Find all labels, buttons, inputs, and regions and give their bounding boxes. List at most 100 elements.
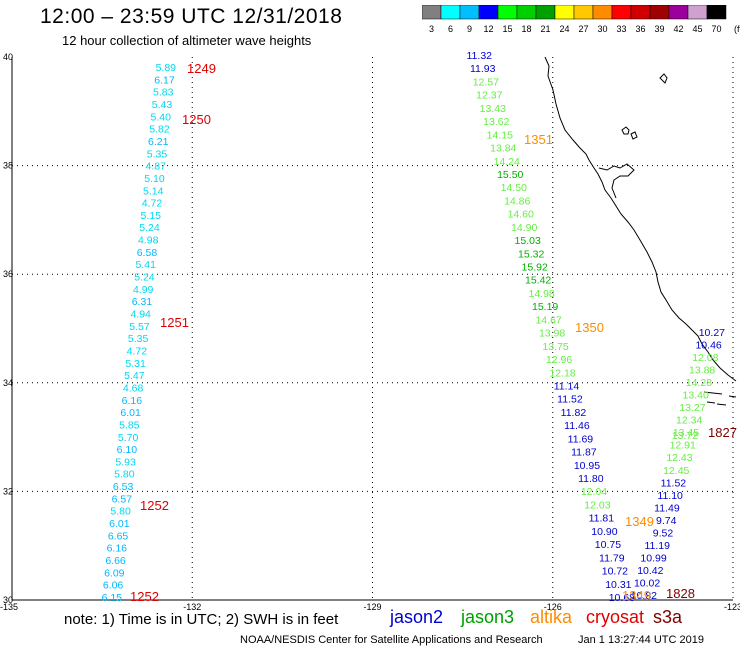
- longitude-tick-label: -123: [724, 602, 740, 610]
- wave-height-value: 14.67: [535, 314, 561, 326]
- map-axis-lines: [11, 57, 733, 601]
- wave-height-value: 5.14: [143, 185, 164, 197]
- wave-height-value: 5.85: [119, 419, 140, 431]
- wave-height-value: 13.84: [490, 143, 516, 155]
- wave-height-value: 13.75: [542, 341, 568, 353]
- wave-height-value: 12.96: [546, 354, 572, 366]
- wave-height-value: 5.43: [152, 99, 173, 111]
- wave-height-value: 12.08: [692, 352, 718, 364]
- credit-line: NOAA/NESDIS Center for Satellite Applica…: [240, 634, 543, 646]
- wave-height-value: 5.83: [153, 87, 174, 99]
- wave-height-value: 4.94: [130, 309, 151, 321]
- wave-height-value: 12.34: [676, 415, 702, 427]
- colorbar-label: 30: [597, 24, 607, 34]
- wave-height-value: 6.15: [102, 592, 123, 604]
- wave-height-value: 12.18: [549, 367, 575, 379]
- wave-height-value: 15.50: [497, 169, 523, 181]
- wave-height-value: 4.72: [142, 198, 163, 210]
- wave-height-value: 5.47: [124, 370, 145, 382]
- wave-height-value: 5.57: [129, 321, 150, 333]
- pass-time-labels: 1249 1250 1251 1252 1252 1351 1350 1349 1349 1827…: [130, 61, 737, 604]
- wave-height-value: 15.32: [518, 248, 544, 260]
- wave-height-value: 4.68: [123, 382, 144, 394]
- wave-height-value: 5.35: [128, 333, 149, 345]
- wave-height-value: 6.16: [107, 543, 128, 555]
- wave-height-value: 4.99: [133, 284, 154, 296]
- wave-height-value: 6.65: [108, 530, 129, 542]
- pass-time-label: 1827: [708, 425, 737, 440]
- longitude-tick-label: -126: [544, 602, 562, 610]
- coastline: [544, 56, 737, 406]
- wave-height-value: 6.01: [120, 407, 141, 419]
- lat-lon-gridlines: [12, 57, 734, 600]
- wave-height-value: 11.52: [557, 394, 583, 406]
- wave-height-value: 10.82: [631, 590, 657, 602]
- colorbar-label: 39: [654, 24, 664, 34]
- wave-height-value: 11.46: [564, 420, 590, 432]
- pass-time-label: 1350: [575, 320, 604, 335]
- colorbar-label: 45: [692, 24, 702, 34]
- wave-height-value: 4.98: [138, 235, 159, 247]
- latitude-tick-label: 30: [3, 595, 13, 605]
- wave-height-value: 11.19: [644, 540, 670, 552]
- channel-island: [706, 401, 716, 404]
- colorbar-label: 18: [521, 24, 531, 34]
- map-frame: [11, 57, 733, 601]
- wave-height-value: 12.91: [670, 440, 696, 452]
- colorbar-swatch: [706, 5, 727, 20]
- pass-time-label: 1249: [187, 61, 216, 76]
- wave-height-value: 5.31: [125, 358, 146, 370]
- wave-height-value: 12.37: [476, 90, 502, 102]
- wave-height-value: 10.68: [609, 592, 635, 604]
- wave-height-value: 5.80: [110, 506, 131, 518]
- pass-time-label: 1349: [622, 588, 651, 603]
- page-subtitle: 12 hour collection of altimeter wave hei…: [62, 33, 312, 48]
- wave-height-value: 14.50: [501, 182, 527, 194]
- wave-height-value: 11.52: [661, 477, 687, 489]
- wave-height-value: 10.27: [699, 327, 725, 339]
- legend-item-jason3: jason3: [461, 607, 515, 627]
- wave-height-value: 10.75: [595, 539, 621, 551]
- pass-time-label: 1349: [625, 514, 654, 529]
- legend-item-cryosat: cryosat: [586, 607, 645, 627]
- wave-height-value: 10.02: [634, 577, 660, 589]
- wave-height-map: -135-132-129-126-123-12403836343230 5.89…: [0, 50, 740, 610]
- pass-time-label: 1250: [182, 112, 211, 127]
- colorbar-label: 33: [616, 24, 626, 34]
- wave-height-value: 5.89: [156, 62, 177, 74]
- wave-height-value: 11.79: [599, 552, 625, 564]
- wave-height-value: 14.90: [511, 222, 537, 234]
- wave-height-value: 12.45: [663, 465, 689, 477]
- latitude-tick-label: 36: [3, 269, 13, 279]
- wave-height-value: 13.40: [683, 390, 709, 402]
- colorbar-label: 9: [467, 24, 472, 34]
- wave-height-value: 11.82: [561, 407, 587, 419]
- wave-height-value: 6.09: [104, 567, 125, 579]
- wave-height-value: 4.72: [127, 345, 148, 357]
- inland-lake: [659, 73, 668, 84]
- wave-height-value: 10.42: [637, 565, 663, 577]
- wave-height-value: 6.31: [132, 296, 153, 308]
- wave-height-value: 14.86: [504, 195, 530, 207]
- wave-height-value: 14.98: [528, 288, 554, 300]
- colorbar-label: 6: [448, 24, 453, 34]
- wave-height-value: 10.90: [591, 526, 617, 538]
- wave-height-value: 6.16: [122, 395, 143, 407]
- longitude-tick-label: -132: [183, 602, 201, 610]
- wave-height-value: 10.31: [605, 579, 631, 591]
- wave-height-value: 5.82: [149, 124, 170, 136]
- colorbar-label: 3: [429, 24, 434, 34]
- wave-height-value: 6.06: [103, 580, 124, 592]
- latitude-tick-label: 38: [3, 161, 13, 171]
- wave-height-value: 14.60: [508, 209, 534, 221]
- inland-lake: [630, 131, 638, 140]
- wave-height-value: 11.87: [571, 447, 597, 459]
- wave-height-value: 15.19: [532, 301, 558, 313]
- colorbar-label: (ft): [734, 24, 740, 34]
- wave-height-value: 12.43: [666, 452, 692, 464]
- colorbar-label: 36: [635, 24, 645, 34]
- wave-height-value: 6.10: [117, 444, 138, 456]
- wave-height-value: 14.15: [487, 129, 513, 141]
- wave-height-value: 9.74: [656, 515, 677, 527]
- channel-island: [716, 403, 727, 406]
